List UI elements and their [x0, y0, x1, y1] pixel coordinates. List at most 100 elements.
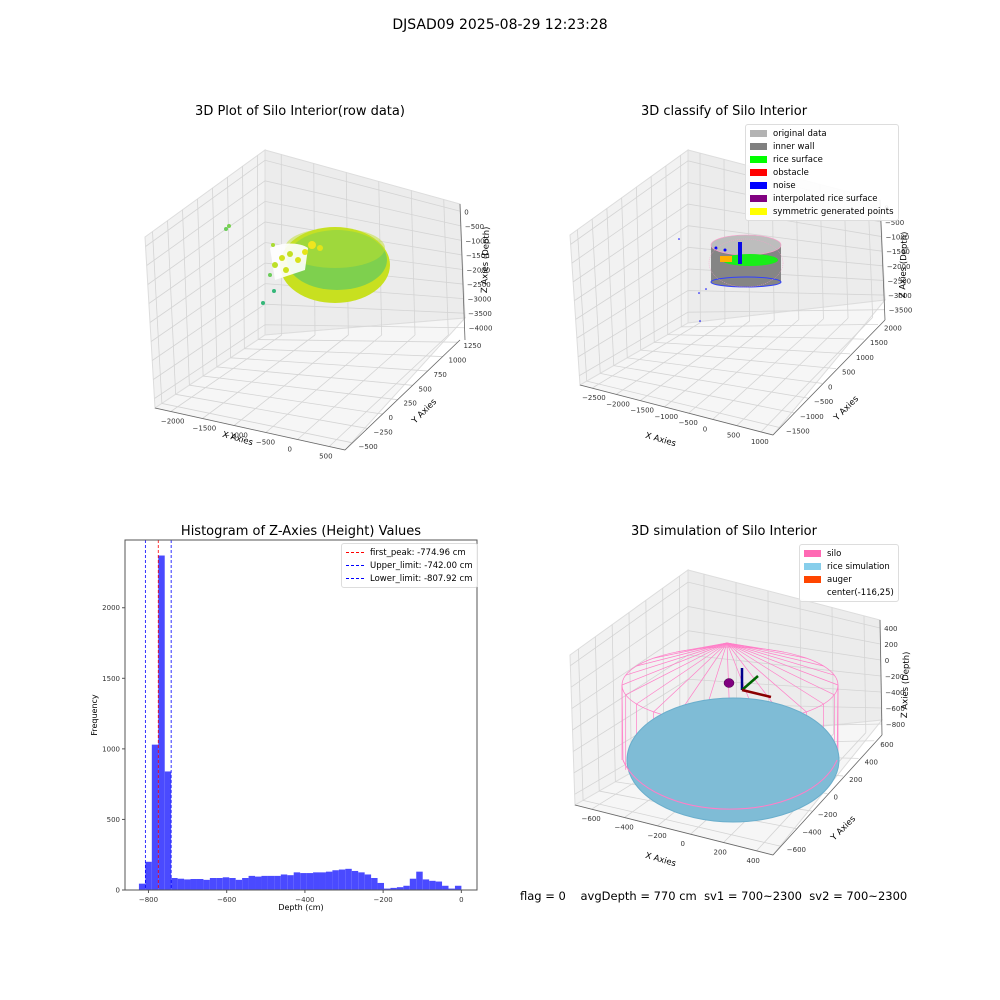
plot2-gridlines: [570, 153, 885, 433]
histogram-bar: [255, 876, 262, 890]
z-tick-label: −600: [886, 705, 905, 713]
histogram-bar: [203, 879, 210, 890]
histogram-bar: [332, 870, 339, 890]
plot1-ring-top: [285, 228, 385, 268]
histogram-bar: [313, 872, 320, 890]
y-tick-label: 400: [865, 758, 878, 766]
plot2-zlabel: Z Axies (Depth): [898, 231, 910, 298]
legend-item-rice-simulation: rice simulation: [804, 560, 894, 573]
plot2-classified-points: [678, 234, 784, 322]
y-tick-label: 600: [880, 741, 893, 749]
y-tick-label: −250: [374, 428, 393, 436]
y-tick-label: 0: [834, 794, 838, 802]
gridline: [147, 200, 462, 285]
y-tick-label: −1000: [800, 413, 824, 421]
gridline: [572, 654, 882, 731]
histogram-bar: [435, 881, 443, 890]
legend-item-silo: silo: [804, 547, 894, 560]
gridline: [570, 581, 881, 667]
plot1-3d-axes[interactable]: 0−500−1000−1500−2000−2500−3000−3500−4000…: [130, 130, 510, 460]
histogram-bar: [403, 885, 410, 890]
y-tick-label: 500: [842, 369, 855, 377]
rice-simulation-surface: [626, 697, 840, 823]
auger-marker: [723, 668, 772, 699]
gridline: [712, 318, 824, 420]
z-tick-label: −500: [885, 219, 904, 227]
histogram-chart: −800 −600 −400 −200 0 0 500 1000 1500 2000 Depth…: [90, 539, 478, 912]
y-tick-label: 500: [419, 385, 432, 393]
histogram-bar: [351, 870, 359, 890]
legend-swatch: [750, 195, 767, 202]
z-tick-label: 200: [884, 641, 897, 649]
silo-roof-line: [726, 642, 807, 713]
gridline: [153, 303, 465, 380]
gridline: [600, 372, 795, 414]
gridline: [577, 290, 885, 358]
plot2-ylabel: Y Axies: [831, 394, 861, 424]
legend-item-symmetric: symmetric generated points: [750, 205, 894, 218]
legend-item-center: center(-116,25): [804, 586, 894, 599]
gridline: [146, 180, 461, 266]
z-tick-label: −4000: [469, 325, 493, 333]
legend-swatch: [750, 130, 767, 137]
silo-roof-line: [726, 642, 835, 696]
legend-swatch: [750, 156, 767, 163]
legend-swatch: [804, 576, 821, 583]
gridline: [664, 320, 775, 408]
gridline: [328, 334, 449, 447]
gridline: [145, 159, 461, 247]
auger-x-arrow: [741, 688, 772, 699]
x-tick-label: 0: [288, 446, 292, 454]
histogram-bars: [138, 555, 462, 890]
histogram-bar: [190, 878, 197, 890]
y-tick-label: 200: [849, 776, 862, 784]
gridline: [650, 176, 655, 343]
plot1-zlabel: Z Axies (Depth): [480, 226, 492, 293]
y-tick-label: −200: [818, 811, 837, 819]
gridline: [148, 221, 463, 304]
histogram-bar: [409, 878, 417, 890]
plot2-xlabel: X Axies: [644, 431, 677, 449]
y-tick-label: 2000: [884, 324, 902, 332]
z-tick-label: −3000: [468, 296, 492, 304]
gridline: [665, 165, 669, 335]
status-avg-depth: avgDepth = 770 cm: [580, 889, 697, 903]
x-tick-label: −500: [679, 419, 698, 427]
y-tick-label: 1000: [856, 354, 874, 362]
z-tick-label: −200: [885, 673, 904, 681]
histogram-bar: [396, 887, 404, 890]
histogram-bar: [164, 771, 172, 890]
histogram-bar: [209, 878, 217, 890]
histogram-bar: [216, 878, 223, 890]
plot2-3d-axes[interactable]: 0−500−1000−1500−2000−2500−3000−3500 Z Ax…: [560, 135, 920, 460]
x-tick-label: −1000: [224, 432, 248, 440]
auger-y-arrow: [741, 675, 759, 691]
plot2-symmetric-points: [720, 256, 732, 262]
gridline: [244, 348, 443, 357]
gridline: [297, 334, 416, 440]
histogram-bar: [274, 875, 281, 890]
x-tick-label: −1000: [654, 413, 678, 421]
gridline: [202, 334, 316, 419]
plot4-zlabel: Z Axies (Depth): [900, 651, 912, 718]
gridline: [576, 268, 884, 339]
silo-roof-line: [636, 642, 728, 705]
histogram-bar: [287, 875, 294, 890]
legend-item-inner-wall: inner wall: [750, 140, 894, 153]
legend-line: [346, 578, 364, 579]
legend-item-first-peak: first_peak: -774.96 cm: [346, 546, 473, 559]
gridline: [681, 323, 879, 328]
legend-line: [346, 565, 364, 566]
histogram-bar: [390, 887, 397, 890]
gridline: [635, 187, 642, 351]
legend-swatch: [750, 143, 767, 150]
gridline: [615, 321, 726, 395]
z-tick-label: 400: [884, 625, 897, 633]
plot1-panes: [144, 149, 467, 451]
gridline: [667, 334, 865, 340]
gridline: [736, 317, 849, 426]
z-tick-label: −2000: [467, 267, 491, 275]
plot4-xlabel: X Axies: [644, 851, 677, 869]
z-tick-label: −2500: [887, 277, 911, 285]
